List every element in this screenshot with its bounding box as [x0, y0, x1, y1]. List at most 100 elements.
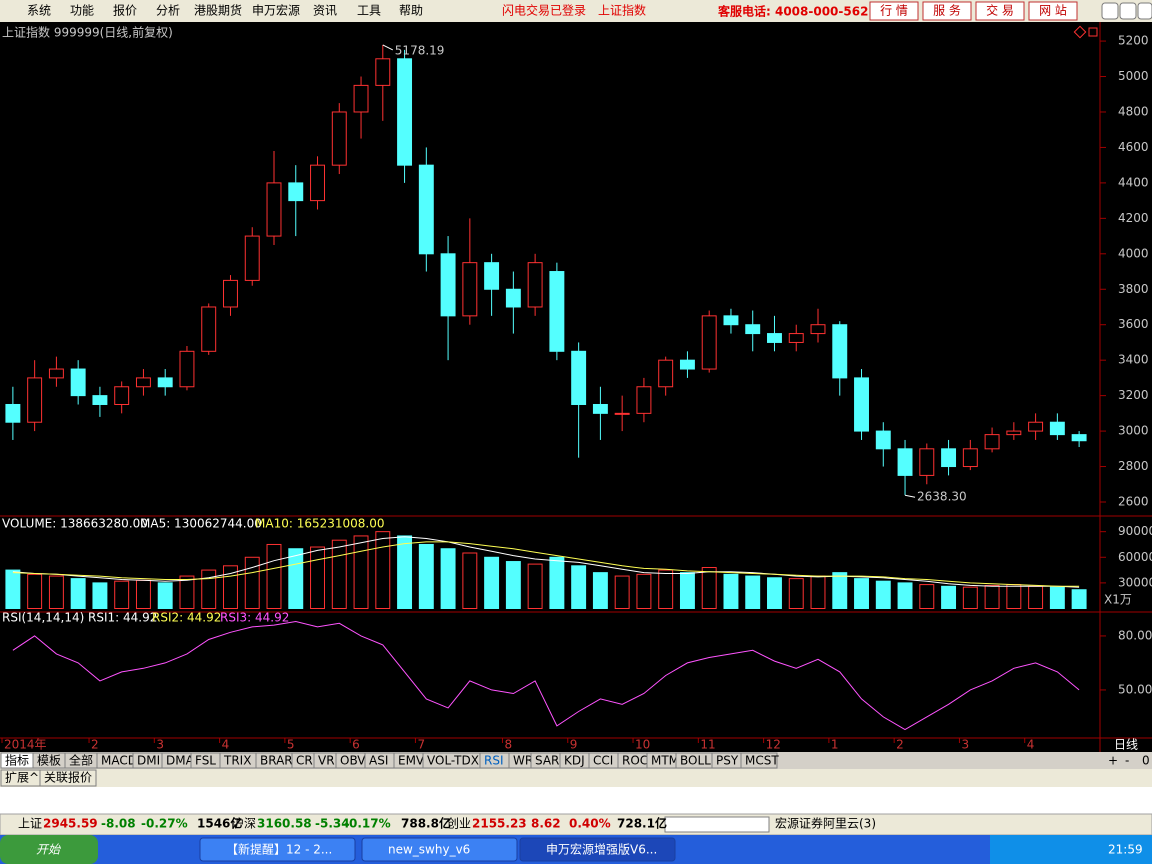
indicator-tab[interactable]	[740, 752, 778, 769]
menu-item[interactable]: 资讯	[313, 4, 337, 18]
indicator-tab-label[interactable]: SAR	[535, 754, 559, 768]
volume-bar	[1049, 586, 1065, 609]
indicator-tab-label[interactable]: KDJ	[564, 754, 585, 768]
menu-item[interactable]: 分析	[156, 4, 180, 18]
period-label: 日线	[1114, 738, 1138, 752]
task-button[interactable]	[361, 837, 518, 862]
volume-bar	[266, 543, 282, 609]
indicator-tab-label[interactable]: 全部	[69, 753, 93, 768]
zoom-button[interactable]: 0	[1142, 754, 1150, 768]
ma-line	[12, 536, 1080, 588]
volume-bar	[70, 578, 86, 609]
zoom-button[interactable]: -	[1125, 754, 1129, 768]
icon[interactable]	[1088, 27, 1098, 37]
indicator-tab-label[interactable]: CCI	[593, 754, 613, 768]
y-tick-label: 2600	[1118, 494, 1149, 508]
start-label[interactable]: 开始	[36, 843, 61, 857]
menu-item[interactable]: 报价	[113, 3, 137, 18]
volume-bar	[375, 531, 391, 610]
volume-bar	[745, 575, 761, 609]
indicator-tab-label[interactable]: CR	[296, 754, 313, 768]
candle-body	[658, 359, 674, 388]
indicator-tab-label[interactable]: BOLL	[680, 754, 711, 768]
indicator-tab-label[interactable]: TRIX	[223, 754, 251, 768]
extension-tab-label[interactable]: 扩展^	[5, 771, 39, 785]
candle-body	[919, 448, 935, 476]
legend-entry: MA10: 165231008.00	[255, 517, 385, 531]
y-tick-label: 50.00	[1118, 682, 1152, 696]
y-tick-label: 90000	[1118, 524, 1152, 538]
nav-button-label[interactable]: 服 务	[933, 3, 961, 18]
indicator-tab-label[interactable]: RSI	[484, 754, 504, 768]
indicator-tab-label[interactable]: WR	[513, 754, 533, 768]
menu-item[interactable]: 申万宏源	[252, 3, 300, 18]
task-label[interactable]: 申万宏源增强版V6...	[546, 842, 657, 857]
task-button[interactable]	[519, 837, 676, 862]
candle-body	[1049, 421, 1065, 436]
indicator-tab-label[interactable]: OBV	[340, 754, 366, 768]
x-tick-label: 9	[570, 738, 578, 752]
volume-bar	[179, 575, 195, 609]
indicator-tab-label[interactable]: DMI	[137, 754, 160, 768]
start-button[interactable]	[0, 835, 98, 864]
nav-button-label[interactable]: 行 情	[880, 4, 908, 18]
ma-line	[12, 541, 1080, 587]
nav-button-label[interactable]: 交 易	[986, 3, 1014, 18]
menu-item[interactable]: 帮助	[399, 4, 423, 18]
restore-button[interactable]	[1119, 2, 1137, 20]
task-label[interactable]: 【新提醒】12 - 2...	[226, 842, 332, 857]
volume-bar	[592, 572, 608, 609]
indicator-tab-label[interactable]: PSY	[716, 754, 739, 768]
candle-body	[157, 377, 173, 388]
task-label[interactable]: new_swhy_v6	[388, 843, 470, 857]
candle-body	[114, 386, 130, 405]
candle-body	[810, 324, 826, 335]
hotline: 客服电话: 4008-000-562	[717, 4, 868, 19]
nav-button[interactable]	[1028, 1, 1078, 21]
volume-bar	[723, 573, 739, 610]
volume-bar	[135, 579, 151, 610]
nav-button[interactable]	[922, 1, 972, 21]
extension-tab[interactable]	[39, 769, 97, 787]
status-item: -8.08	[101, 817, 136, 831]
zoom-button[interactable]: +	[1108, 754, 1118, 768]
indicator-tab-label[interactable]: 指标	[5, 753, 29, 768]
candle-body	[962, 448, 978, 468]
indicator-tab-label[interactable]: MCST	[745, 754, 779, 768]
menu-item[interactable]: 功能	[70, 4, 94, 18]
indicator-tab-label[interactable]: VOL-TDX	[427, 754, 479, 768]
indicator-tab-label[interactable]: ROC	[622, 754, 648, 768]
price-title: 上证指数 999999(日线,前复权)	[2, 25, 173, 40]
indicator-tab-label[interactable]: 模板	[37, 754, 61, 768]
indicator-tab-label[interactable]: FSL	[195, 754, 216, 768]
task-button[interactable]	[199, 837, 356, 862]
indicator-tab-label[interactable]: ASI	[369, 754, 388, 768]
candle-body	[1028, 421, 1044, 432]
volume-bar	[201, 569, 217, 610]
y-tick-label: 4400	[1118, 175, 1149, 189]
minimize-button[interactable]	[1101, 2, 1119, 20]
indicator-tab-label[interactable]: MTM	[651, 754, 679, 768]
high-annotation: 5178.19	[395, 43, 445, 57]
menu-item[interactable]: 港股期货	[194, 3, 242, 18]
indicator-tab-label[interactable]: BRAR	[260, 754, 293, 768]
indicator-tab-label[interactable]: VR	[318, 754, 335, 768]
status-item: -5.34	[315, 817, 350, 831]
nav-button[interactable]	[975, 1, 1025, 21]
volume-bar	[157, 582, 173, 609]
indicator-tab-label[interactable]: MACD	[101, 754, 137, 768]
x-tick-label: 2014年	[4, 738, 47, 752]
menu-item[interactable]: 系统	[27, 4, 51, 18]
icon[interactable]	[1073, 25, 1087, 39]
menu-item[interactable]: 工具	[357, 4, 381, 18]
volume-bar	[48, 575, 64, 609]
index-name[interactable]: 上证指数	[598, 3, 646, 18]
status-item: 728.1亿	[617, 816, 667, 831]
close-button[interactable]	[1137, 2, 1152, 20]
rsi-line	[12, 620, 1080, 731]
nav-button-label[interactable]: 网 站	[1039, 4, 1067, 18]
nav-button[interactable]	[869, 1, 919, 21]
extension-tab-label[interactable]: 关联报价	[44, 770, 92, 785]
indicator-tab-label[interactable]: DMA	[166, 754, 195, 768]
indicator-tab-label[interactable]: EMV	[398, 754, 425, 768]
